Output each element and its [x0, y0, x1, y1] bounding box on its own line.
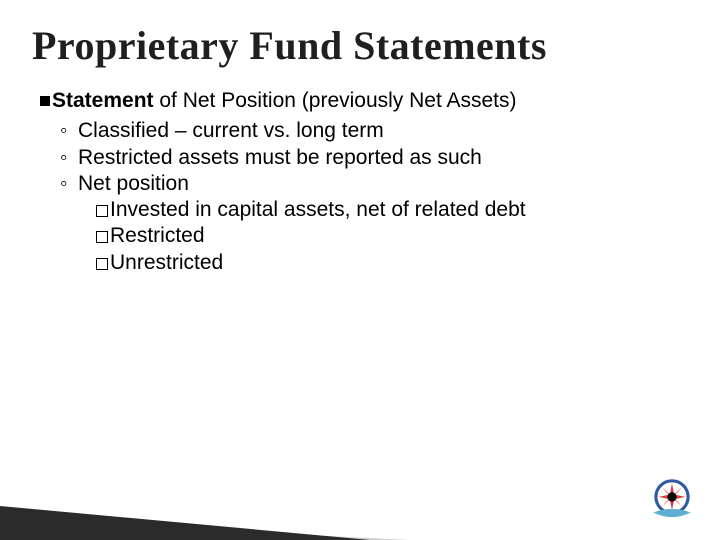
decor-wedge-dark — [0, 506, 370, 540]
logo-icon — [646, 474, 698, 526]
bullet-lvl1-rest: of Net Position (previously Net Assets) — [154, 89, 517, 112]
bullet-lvl2-text: Net position — [78, 172, 189, 195]
box-bullet-icon — [96, 205, 108, 217]
bullet-lvl2-item: Classified – current vs. long term — [78, 118, 688, 144]
slide: Proprietary Fund Statements Statement of… — [0, 0, 720, 540]
bullet-lvl3-item: Invested in capital assets, net of relat… — [96, 197, 688, 223]
slide-body: Statement of Net Position (previously Ne… — [32, 87, 688, 276]
slide-title: Proprietary Fund Statements — [32, 22, 688, 69]
logo-banner — [653, 509, 690, 517]
bullet-lvl3-text: Unrestricted — [110, 251, 223, 274]
logo-center — [667, 492, 676, 501]
bullet-lvl1-bold: Statement — [52, 89, 154, 112]
bullet-lvl2-item: Restricted assets must be reported as su… — [78, 145, 688, 171]
bullet-lvl3-text: Restricted — [110, 224, 205, 247]
bullet-lvl3-item: Restricted — [96, 223, 688, 249]
bullet-lvl3-list: Invested in capital assets, net of relat… — [78, 197, 688, 276]
bullet-lvl1: Statement of Net Position (previously Ne… — [40, 87, 688, 114]
bullet-lvl3-text: Invested in capital assets, net of relat… — [110, 198, 526, 221]
box-bullet-icon — [96, 258, 108, 270]
bullet-lvl3-item: Unrestricted — [96, 250, 688, 276]
bullet-lvl2-text: Classified – current vs. long term — [78, 119, 384, 142]
box-bullet-icon — [96, 231, 108, 243]
bullet-lvl2-item: Net position Invested in capital assets,… — [78, 171, 688, 276]
bullet-lvl2-text: Restricted assets must be reported as su… — [78, 146, 482, 169]
square-bullet-icon — [40, 96, 50, 106]
bullet-lvl2-list: Classified – current vs. long term Restr… — [40, 118, 688, 276]
